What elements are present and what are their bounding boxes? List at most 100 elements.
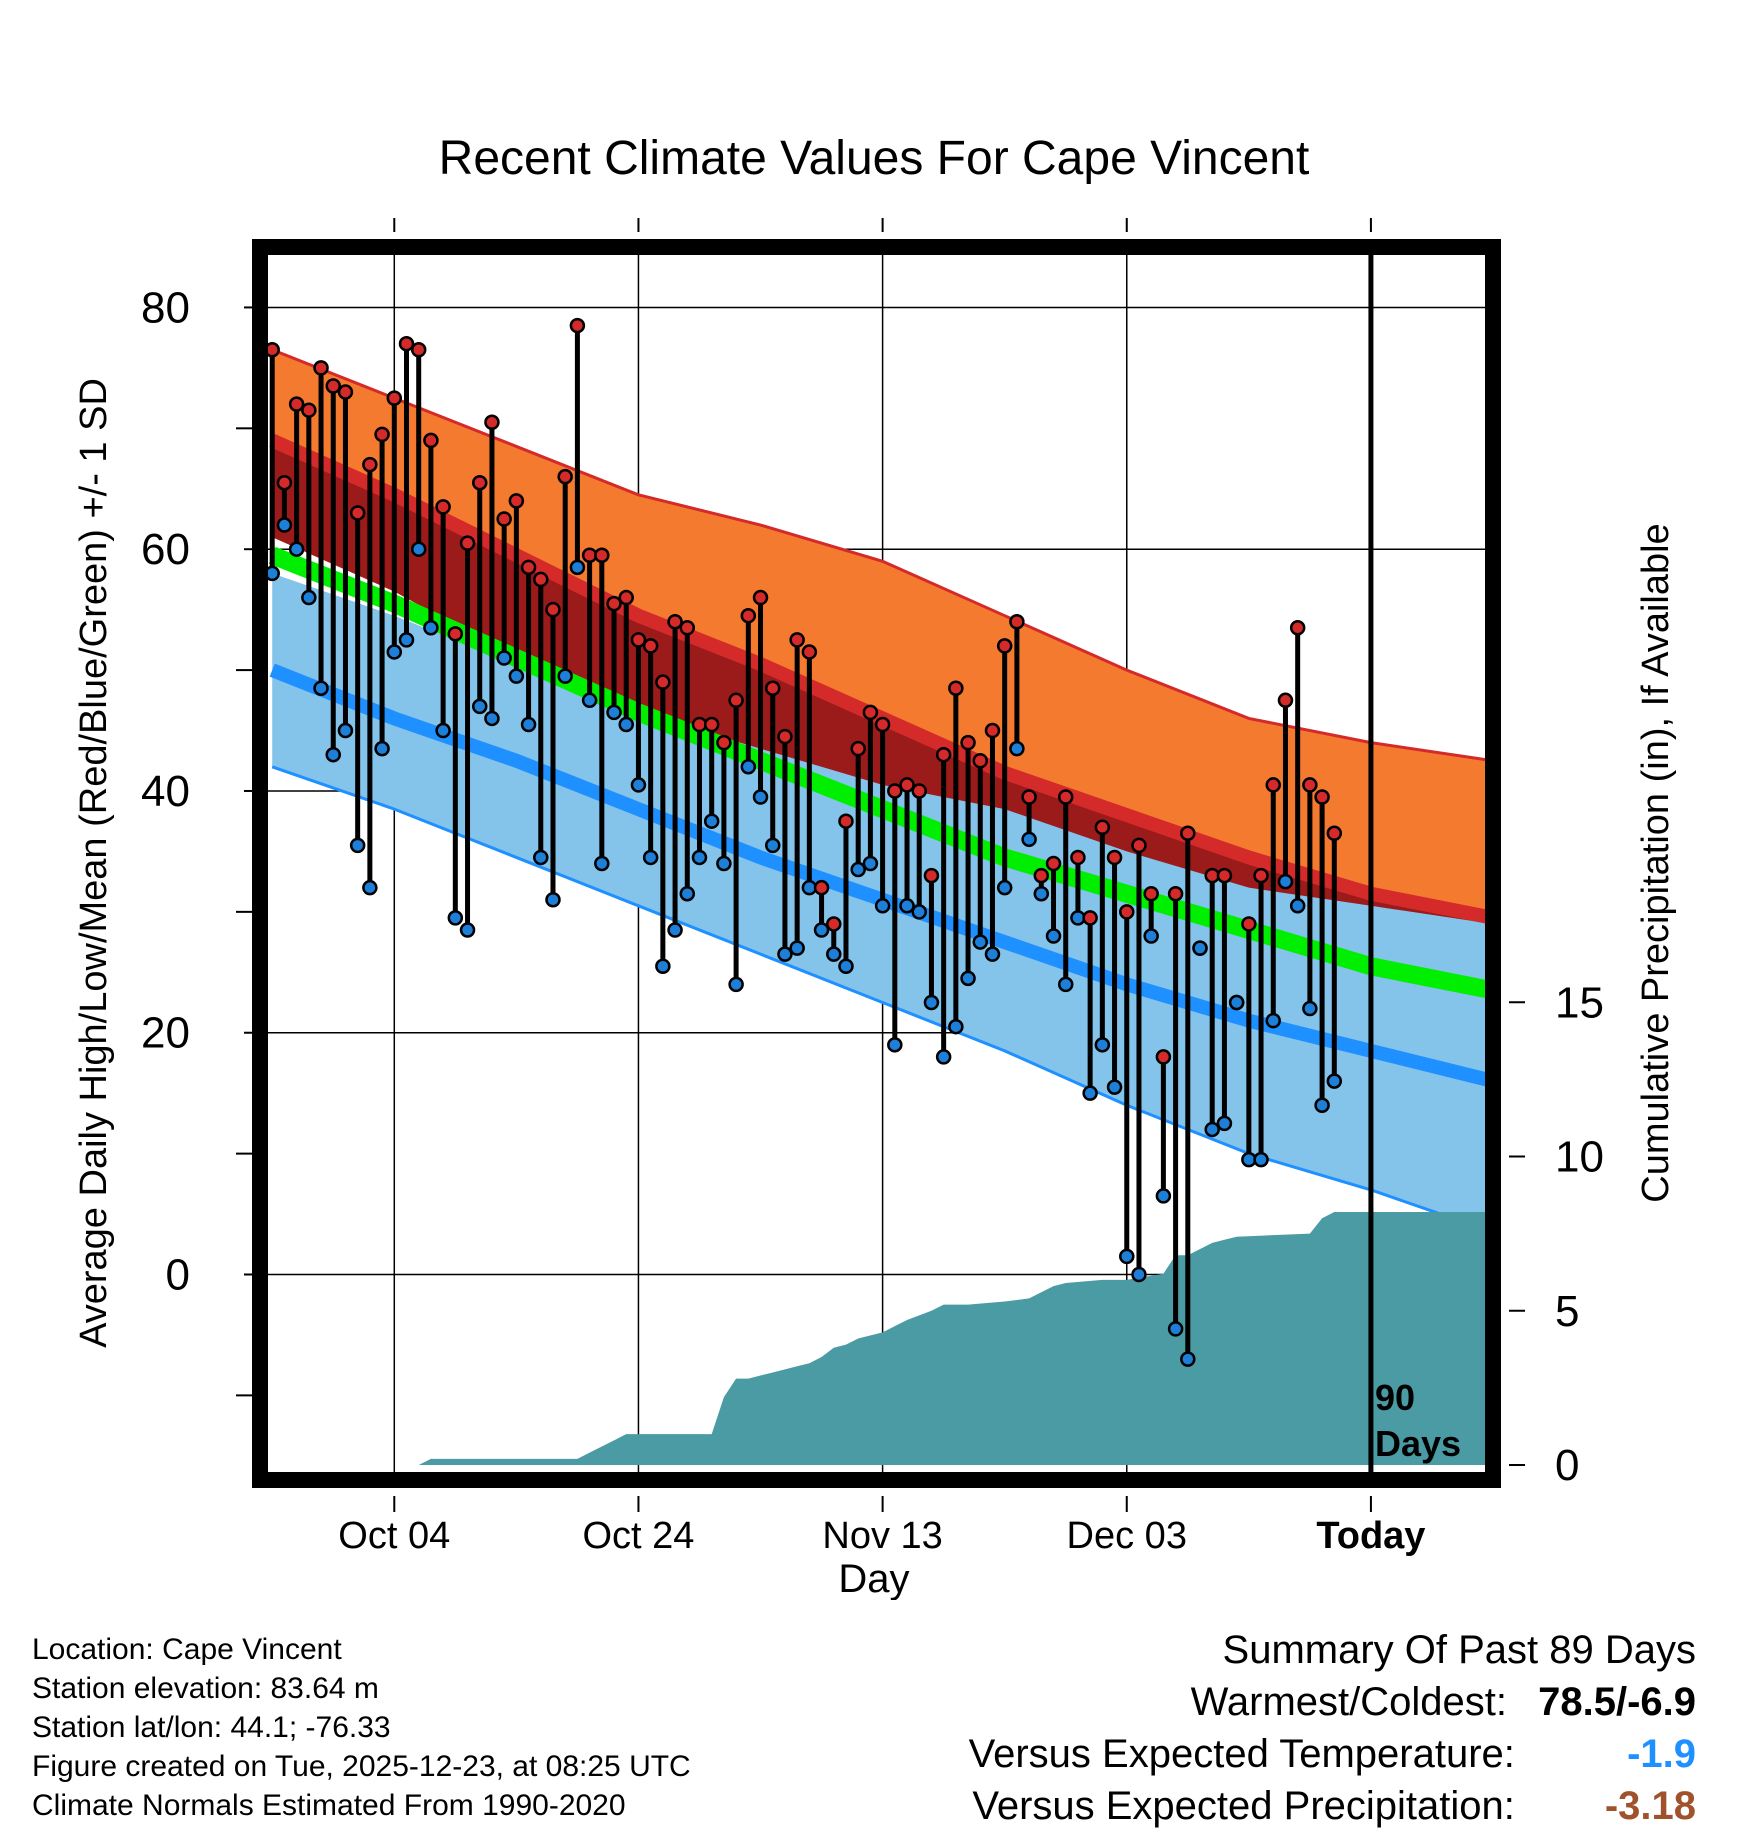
- low-point: [1033, 885, 1050, 902]
- high-point: [1314, 789, 1330, 805]
- high-point: [1167, 885, 1184, 902]
- low-point: [1045, 928, 1062, 944]
- created-text: Figure created on Tue, 2025-12-23, at 08…: [32, 1750, 691, 1783]
- high-point: [1009, 613, 1025, 630]
- high-point: [1302, 777, 1318, 793]
- low-point: [1119, 1248, 1135, 1265]
- low-point: [1302, 1000, 1318, 1017]
- low-point: [1192, 940, 1208, 956]
- y-tick-label: 40: [141, 767, 190, 816]
- high-point: [679, 620, 696, 636]
- low-point: [1314, 1097, 1330, 1114]
- high-point: [1277, 692, 1294, 709]
- axes: 0 20 40 60 80 0 5 10 15 Oct 04 Oct 24 Nov 13 Dec 03 T…: [141, 218, 1604, 1557]
- precip-cumulative-area: [260, 1212, 1493, 1465]
- today-label-line2: Days: [1375, 1423, 1461, 1464]
- y-tick-label: 80: [141, 283, 190, 332]
- high-point: [752, 589, 769, 606]
- low-point: [813, 922, 830, 938]
- y-tick-label: 20: [141, 1009, 190, 1058]
- temp-anomaly-label: Versus Expected Temperature:: [968, 1732, 1515, 1776]
- y-axis-label: Average Daily High/Low/Mean (Red/Blue/Gr…: [73, 378, 115, 1348]
- low-point: [569, 559, 586, 576]
- low-point: [545, 892, 561, 908]
- low-point: [520, 716, 537, 733]
- warmest-value: 78.5/-6.9: [1538, 1680, 1696, 1724]
- low-point: [667, 922, 683, 938]
- station-info: Location: Cape Vincent Station elevation…: [32, 1630, 691, 1825]
- high-point: [667, 613, 683, 630]
- high-point: [1082, 910, 1098, 926]
- high-point: [1070, 849, 1086, 866]
- low-point: [1094, 1037, 1111, 1053]
- precip-anomaly-row: Versus Expected Precipitation: -3.18: [969, 1780, 1696, 1832]
- high-point: [972, 753, 989, 769]
- low-point: [1155, 1188, 1172, 1204]
- high-point: [996, 638, 1013, 654]
- low-point: [533, 849, 549, 866]
- low-point: [887, 1037, 903, 1053]
- high-point: [838, 813, 854, 829]
- high-point: [1094, 819, 1111, 835]
- temp-anomaly-row: Versus Expected Temperature: -1.9: [969, 1728, 1696, 1780]
- high-point: [545, 601, 561, 618]
- high-point: [1326, 825, 1343, 842]
- low-point: [459, 922, 476, 938]
- plot-area: [260, 247, 1495, 1480]
- x-axis-label: Day: [838, 1557, 909, 1600]
- x-tick-label: Oct 04: [338, 1515, 450, 1557]
- high-point: [703, 716, 720, 733]
- low-point: [838, 958, 854, 974]
- low-point: [935, 1049, 952, 1065]
- high-point: [520, 559, 537, 576]
- low-point: [1106, 1079, 1123, 1095]
- high-point: [1216, 867, 1233, 884]
- high-point: [362, 456, 378, 473]
- low-point: [398, 632, 415, 648]
- low-point: [447, 910, 464, 926]
- low-point: [435, 722, 451, 739]
- high-point: [1180, 825, 1196, 842]
- high-point: [496, 511, 512, 527]
- low-point: [471, 698, 488, 715]
- low-point: [874, 898, 891, 914]
- high-point: [618, 589, 634, 606]
- low-point: [655, 958, 671, 974]
- low-point: [728, 976, 744, 993]
- low-point: [740, 759, 757, 775]
- low-point: [826, 946, 842, 962]
- low-point: [777, 946, 793, 962]
- low-point: [1143, 928, 1159, 944]
- low-point: [716, 855, 732, 872]
- precip-anomaly-value: -3.18: [1604, 1784, 1696, 1828]
- summary-title: Summary Of Past 89 Days: [1222, 1628, 1696, 1672]
- high-point: [1021, 789, 1037, 805]
- low-point: [691, 849, 708, 866]
- high-point: [471, 474, 488, 491]
- high-point: [1131, 837, 1147, 854]
- low-point: [1057, 976, 1074, 993]
- plot-frame: [252, 239, 1501, 1488]
- high-point: [887, 783, 903, 799]
- high-point: [1106, 849, 1123, 866]
- low-point: [1082, 1085, 1098, 1101]
- high-point: [1143, 885, 1159, 902]
- low-point: [703, 813, 720, 829]
- x-tick-label: Dec 03: [1067, 1515, 1187, 1557]
- high-point: [1045, 855, 1062, 872]
- low-point: [1131, 1266, 1147, 1283]
- high-point: [533, 571, 549, 588]
- y2-tick-label: 5: [1555, 1287, 1579, 1336]
- low-point: [374, 740, 390, 757]
- high-point: [874, 716, 891, 733]
- high-point: [410, 342, 427, 358]
- low-point: [948, 1018, 964, 1035]
- high-point: [349, 505, 366, 521]
- low-point: [362, 879, 378, 896]
- low-point: [1277, 873, 1294, 890]
- high-point: [313, 360, 329, 376]
- low-point: [923, 994, 940, 1011]
- climate-chart: Recent Climate Values For Cape Vincent 0…: [73, 132, 1677, 1600]
- normals-text: Climate Normals Estimated From 1990-2020: [32, 1789, 626, 1822]
- high-point: [826, 916, 842, 932]
